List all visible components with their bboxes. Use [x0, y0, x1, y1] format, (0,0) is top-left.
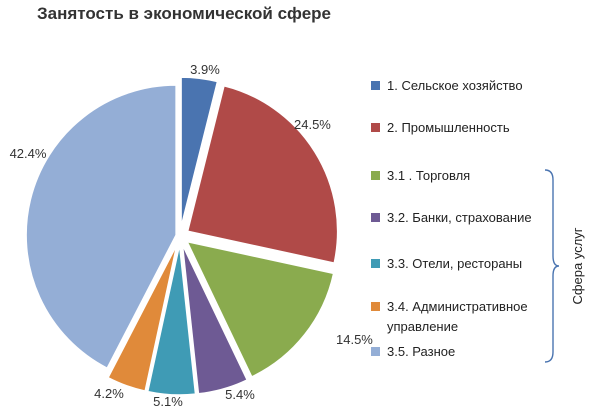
legend-swatch-4	[371, 213, 380, 222]
legend-swatch-7	[371, 347, 380, 356]
pie-percent-label-7: 42.4%	[10, 146, 47, 161]
legend-swatch-1	[371, 81, 380, 90]
pie-percent-label-2: 24.5%	[294, 117, 331, 132]
pie-slice-3	[185, 240, 335, 378]
bracket-label: Сфера услуг	[570, 227, 585, 304]
pie-percent-label-5: 5.1%	[153, 394, 183, 409]
pie-slice-6	[107, 244, 178, 392]
pie-percent-label-6: 4.2%	[94, 386, 124, 401]
legend-swatch-2	[371, 123, 380, 132]
services-bracket: Сфера услуг	[544, 169, 585, 363]
legend-label-3: 3.1 . Торговля	[387, 168, 470, 183]
pie-slice-1	[180, 76, 219, 228]
pie-slice-7	[25, 84, 177, 370]
legend-label-7: 3.5. Разное	[387, 344, 455, 359]
pie-percent-label-4: 5.4%	[225, 387, 255, 402]
legend-swatch-6	[371, 302, 380, 311]
chart-title: Занятость в экономической сфере	[37, 4, 331, 23]
pie-slice-2	[186, 84, 339, 264]
legend-label-2: 2. Промышленность	[387, 120, 510, 135]
legend-label-6: 3.4. Административное	[387, 299, 528, 314]
legend-swatch-3	[371, 171, 380, 180]
pie-percent-label-3: 14.5%	[336, 332, 373, 347]
bracket-line	[544, 169, 560, 363]
pie-percent-labels: 3.9% 24.5% 14.5% 5.4% 5.1% 4.2% 42.4%	[10, 62, 374, 409]
legend-label-1: 1. Сельское хозяйство	[387, 78, 523, 93]
pie-slices	[25, 76, 339, 396]
pie-percent-label-1: 3.9%	[190, 62, 220, 77]
legend-label-5: 3.3. Отели, рестораны	[387, 256, 522, 271]
legend-swatch-5	[371, 259, 380, 268]
legend-label-6-line-2: управление	[387, 319, 458, 334]
pie-slice-5	[146, 244, 197, 396]
legend: 1. Сельское хозяйство 2. Промышленность 3.…	[371, 78, 532, 359]
pie-slice-4	[181, 244, 249, 395]
legend-label-4: 3.2. Банки, страхование	[387, 210, 532, 225]
